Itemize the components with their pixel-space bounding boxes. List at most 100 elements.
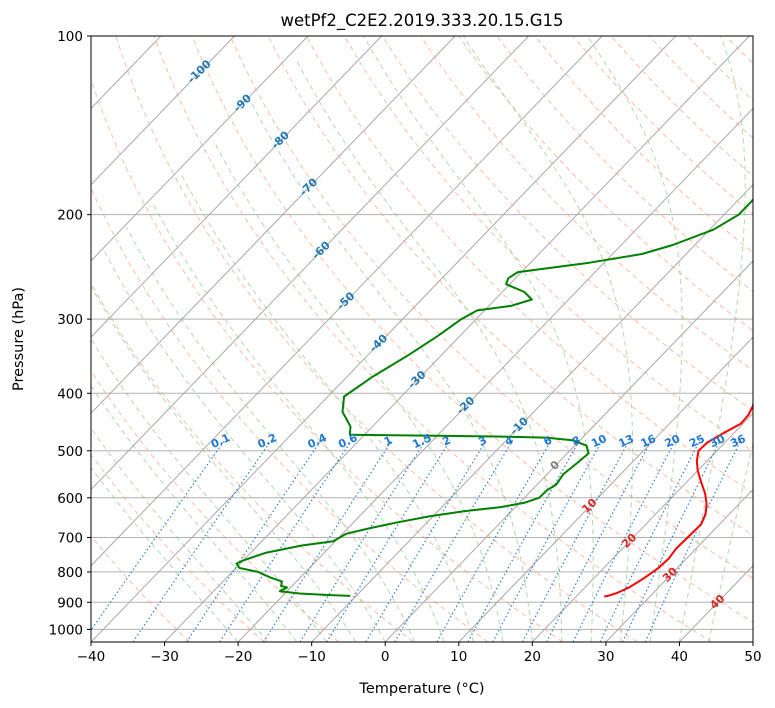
isotherm-line bbox=[384, 260, 753, 642]
y-axis-ticks: 100 200 300 400 500 600 700 800 900 1000 bbox=[49, 29, 91, 638]
dry-adiabat-line bbox=[534, 36, 753, 254]
x-tick-label: 10 bbox=[450, 649, 467, 665]
isotherm-line bbox=[531, 412, 753, 642]
mixing-ratio-label: 8 bbox=[570, 434, 582, 449]
x-tick-label: 30 bbox=[597, 649, 614, 665]
mixing-ratio-line bbox=[394, 440, 514, 642]
mixing-ratio-line bbox=[299, 440, 426, 642]
dry-adiabat-line bbox=[382, 36, 753, 412]
moist-adiabat-line bbox=[103, 250, 386, 642]
y-tick-label: 200 bbox=[57, 208, 83, 224]
dry-adiabat-line bbox=[191, 36, 753, 623]
moist-adiabat-line bbox=[91, 427, 268, 642]
isotherm-line bbox=[91, 36, 456, 415]
y-tick-label: 400 bbox=[57, 386, 83, 402]
dry-adiabat-line bbox=[91, 78, 563, 642]
sounding-curves bbox=[235, 198, 753, 598]
dewpoint-line bbox=[235, 198, 753, 597]
dry-adiabat-line bbox=[458, 36, 753, 332]
moist-adiabat-line bbox=[91, 384, 298, 642]
x-tick-label: 50 bbox=[744, 649, 761, 665]
moist-adiabat-line bbox=[213, 140, 504, 642]
dry-adiabat-line bbox=[115, 36, 638, 642]
isotherm-line bbox=[91, 36, 235, 186]
x-tick-label: −30 bbox=[150, 649, 179, 665]
y-tick-label: 800 bbox=[57, 565, 83, 581]
dry-adiabat-line bbox=[267, 36, 753, 536]
x-axis-ticks: −40 −30 −20 −10 0 10 20 30 40 50 bbox=[77, 642, 762, 665]
dry-adiabat-line bbox=[153, 36, 713, 642]
y-tick-label: 900 bbox=[57, 595, 83, 611]
mixing-ratio-label: 20 bbox=[663, 432, 683, 450]
temperature-line bbox=[604, 399, 753, 598]
y-tick-label: 100 bbox=[57, 29, 83, 45]
isotherm-line bbox=[91, 36, 603, 567]
mixing-ratio-label: 30 bbox=[708, 432, 728, 450]
mixing-ratio-line bbox=[467, 440, 581, 642]
isotherm-line bbox=[91, 36, 677, 642]
x-tick-label: −20 bbox=[224, 649, 253, 665]
plot-frame bbox=[90, 35, 754, 643]
dry-adiabat-line bbox=[91, 453, 265, 642]
y-tick-label: 700 bbox=[57, 531, 83, 547]
mixing-ratio-line bbox=[492, 440, 603, 642]
moist-adiabat-line bbox=[708, 441, 753, 642]
dry-adiabat-line bbox=[91, 282, 414, 642]
dry-adiabat-line bbox=[420, 36, 753, 372]
moist-adiabat-line bbox=[91, 337, 327, 642]
y-tick-label: 300 bbox=[57, 312, 83, 328]
mixing-ratio-line bbox=[326, 440, 451, 642]
x-tick-label: −10 bbox=[297, 649, 326, 665]
mixing-ratio-line bbox=[622, 440, 721, 642]
mixing-ratio-line bbox=[522, 440, 630, 642]
y-tick-label: 1000 bbox=[49, 622, 83, 638]
y-tick-label: 600 bbox=[57, 491, 83, 507]
mixing-ratio-line bbox=[132, 439, 272, 642]
mixing-ratio-label: 25 bbox=[687, 432, 706, 450]
mixing-ratio-label: 16 bbox=[639, 432, 659, 450]
mixing-ratio-line bbox=[436, 440, 552, 642]
curve-labels: -100-90-80-70-60-50-40-30-20-100.1 0.2 0.4… bbox=[185, 57, 748, 612]
mixing-ratio-line bbox=[219, 439, 353, 642]
background-grid bbox=[91, 36, 775, 642]
x-tick-label: 0 bbox=[381, 649, 390, 665]
moist-adiabat-line bbox=[91, 285, 357, 642]
dry-adiabat-line bbox=[91, 535, 191, 642]
mixing-ratio-line bbox=[186, 439, 322, 642]
mixing-ratio-label: 0.2 bbox=[256, 431, 279, 451]
dry-adiabat-line bbox=[305, 36, 753, 494]
isotherm-line bbox=[91, 36, 382, 338]
dry-adiabat-line bbox=[91, 186, 489, 642]
moist-adiabat-line bbox=[363, 36, 594, 642]
x-tick-label: −40 bbox=[77, 649, 106, 665]
x-axis-title: Temperature (°C) bbox=[358, 681, 484, 697]
moist-adiabat-line bbox=[126, 226, 416, 642]
moist-adiabat-line bbox=[251, 103, 533, 642]
isotherm-line bbox=[752, 641, 753, 642]
isotherm-line bbox=[91, 36, 530, 491]
moist-adiabat-line bbox=[678, 36, 746, 642]
x-tick-label: 20 bbox=[524, 649, 541, 665]
dry-adiabat-line bbox=[764, 36, 775, 642]
isotherm-line bbox=[458, 336, 753, 642]
isotherm-line bbox=[91, 36, 309, 262]
moist-adiabat-line bbox=[296, 60, 563, 642]
isotherm-line bbox=[605, 488, 753, 642]
dry-adiabat-line bbox=[496, 36, 753, 293]
mixing-ratio-label: 36 bbox=[728, 432, 748, 450]
y-axis-title: Pressure (hPa) bbox=[11, 287, 27, 391]
dry-adiabat-line bbox=[91, 370, 340, 642]
y-tick-label: 500 bbox=[57, 444, 83, 460]
moist-adiabat-line bbox=[462, 36, 634, 642]
isotherm-line bbox=[164, 36, 750, 642]
x-tick-label: 40 bbox=[671, 649, 688, 665]
chart-title: wetPf2_C2E2.2019.333.20.15.G15 bbox=[280, 11, 563, 31]
mixing-ratio-line bbox=[599, 440, 701, 642]
mixing-ratio-line bbox=[263, 439, 393, 642]
dry-adiabat-line bbox=[686, 36, 753, 102]
mixing-ratio-label: 10 bbox=[589, 432, 609, 450]
moist-adiabat-line bbox=[151, 201, 445, 642]
mixing-ratio-label: 13 bbox=[617, 432, 636, 450]
moist-adiabat-line bbox=[586, 36, 683, 642]
